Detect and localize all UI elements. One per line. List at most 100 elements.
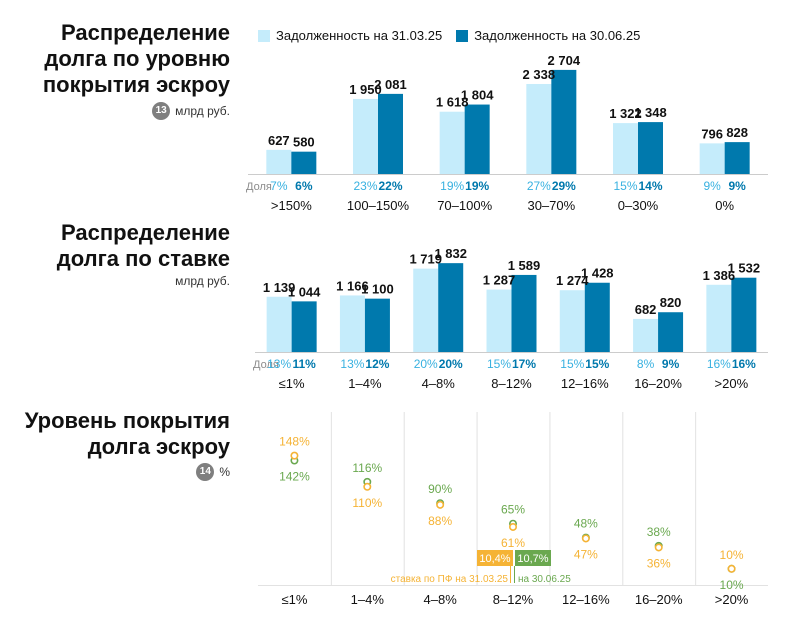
point-label-orange: 10%	[720, 548, 744, 562]
bar-value-label: 1 386	[703, 268, 736, 283]
share-value-prev: 16%	[707, 357, 731, 371]
bar-curr	[291, 151, 317, 174]
point-orange	[581, 534, 590, 543]
point-orange	[508, 522, 517, 531]
rate-badge-green-text: 10,7%	[517, 553, 548, 565]
point-label-orange: 36%	[647, 556, 671, 570]
bar-value-label: 1 719	[409, 252, 442, 267]
legend-swatch-curr	[456, 29, 469, 42]
share-value-prev: 20%	[414, 357, 438, 371]
share-value-prev: 9%	[703, 179, 721, 193]
bar-prev	[266, 296, 292, 352]
category-label: 12–16%	[562, 592, 610, 607]
section2-title-line: долга по ставке	[56, 246, 230, 271]
category-label: 0–30%	[618, 198, 659, 213]
section1-unit-row: 13 млрд руб.	[152, 102, 230, 120]
bar-value-label: 1 532	[728, 261, 761, 276]
category-label: 1–4%	[348, 376, 382, 391]
point-label-green: 38%	[647, 525, 671, 539]
rate-badge-orange-text: 10,4%	[479, 553, 510, 565]
share-value-prev: 15%	[613, 179, 637, 193]
share-label: Доля	[246, 181, 272, 193]
point-orange	[290, 451, 299, 460]
share-value-curr: 9%	[662, 357, 680, 371]
legend-label-curr: Задолженность на 30.06.25	[474, 28, 641, 43]
share-value-curr: 20%	[439, 357, 463, 371]
rate-caption-green: на 30.06.25	[518, 574, 571, 585]
category-label: 16–20%	[634, 376, 682, 391]
point-label-green: 10%	[720, 578, 744, 592]
bar-curr	[464, 104, 490, 174]
bar-curr	[584, 282, 610, 352]
point-label-orange: 61%	[501, 536, 525, 550]
bar-value-label: 627	[268, 133, 290, 148]
point-label-green: 90%	[428, 482, 452, 496]
category-label: 30–70%	[527, 198, 575, 213]
point-label-green: 65%	[501, 503, 525, 517]
section3-title: Уровень покрытия долга эскроу	[25, 408, 230, 460]
share-value-curr: 12%	[365, 357, 389, 371]
share-value-prev: 13%	[340, 357, 364, 371]
share-value-prev: 19%	[440, 179, 464, 193]
bar-prev	[439, 111, 465, 174]
rate-badge-orange	[477, 550, 513, 566]
share-value-curr: 16%	[732, 357, 756, 371]
bar-value-label: 2 081	[374, 77, 407, 92]
bar-value-label: 1 139	[263, 280, 296, 295]
bar-value-label: 796	[701, 126, 723, 141]
bar-prev	[413, 268, 439, 352]
point-orange	[436, 500, 445, 509]
bar-value-label: 2 338	[523, 67, 556, 82]
rate-caption-orange: ставка по ПФ на 31.03.25	[391, 574, 509, 585]
bar-value-label: 1 589	[508, 258, 541, 273]
section2-title-line: Распределение	[61, 220, 230, 245]
point-label-green: 48%	[574, 517, 598, 531]
category-label: 8–12%	[491, 376, 532, 391]
bar-value-label: 1 166	[336, 278, 369, 293]
bar-value-label: 1 044	[288, 284, 321, 299]
bar-value-label: 1 428	[581, 266, 614, 281]
category-label: ≤1%	[279, 376, 305, 391]
bar-prev	[526, 83, 552, 174]
bar-curr	[438, 263, 464, 352]
category-label: 0%	[715, 198, 734, 213]
share-value-curr: 17%	[512, 357, 536, 371]
bar-prev	[339, 295, 365, 352]
legend-label-prev: Задолженность на 31.03.25	[276, 28, 443, 43]
bar-value-label: 820	[660, 295, 682, 310]
share-label: Доля	[253, 359, 279, 371]
bar-prev	[486, 289, 512, 352]
share-value-prev: 7%	[270, 179, 288, 193]
bar-value-label: 1 950	[349, 82, 382, 97]
legend: Задолженность на 31.03.25 Задолженность …	[258, 28, 640, 43]
legend-item-prev: Задолженность на 31.03.25	[258, 28, 442, 43]
category-label: >20%	[715, 376, 749, 391]
section3-title-line: Уровень покрытия	[24, 408, 230, 433]
section2-title: Распределение долга по ставке	[57, 220, 230, 272]
bar-curr	[378, 93, 403, 174]
section1-unit: млрд руб.	[175, 104, 230, 118]
share-value-prev: 13%	[267, 357, 291, 371]
bar-value-label: 1 832	[434, 246, 467, 261]
bar-prev	[353, 98, 378, 174]
share-value-curr: 9%	[728, 179, 746, 193]
share-value-prev: 15%	[560, 357, 584, 371]
bar-value-label: 1 274	[556, 273, 589, 288]
section1-title-line: покрытия эскроу	[42, 72, 230, 97]
share-value-curr: 22%	[378, 179, 402, 193]
section2-unit-row: млрд руб.	[175, 274, 230, 288]
point-label-green: 142%	[279, 470, 310, 484]
section3-unit: %	[219, 465, 230, 479]
share-value-prev: 23%	[353, 179, 377, 193]
bar-value-label: 1 287	[483, 273, 516, 288]
point-label-orange: 148%	[279, 435, 310, 449]
share-value-prev: 8%	[637, 357, 655, 371]
bar-prev	[633, 318, 659, 352]
category-label: 4–8%	[422, 376, 456, 391]
share-value-curr: 29%	[552, 179, 576, 193]
share-value-prev: 15%	[487, 357, 511, 371]
rate-badge-green	[515, 550, 551, 566]
category-label: >150%	[271, 198, 312, 213]
category-label: 100–150%	[347, 198, 410, 213]
